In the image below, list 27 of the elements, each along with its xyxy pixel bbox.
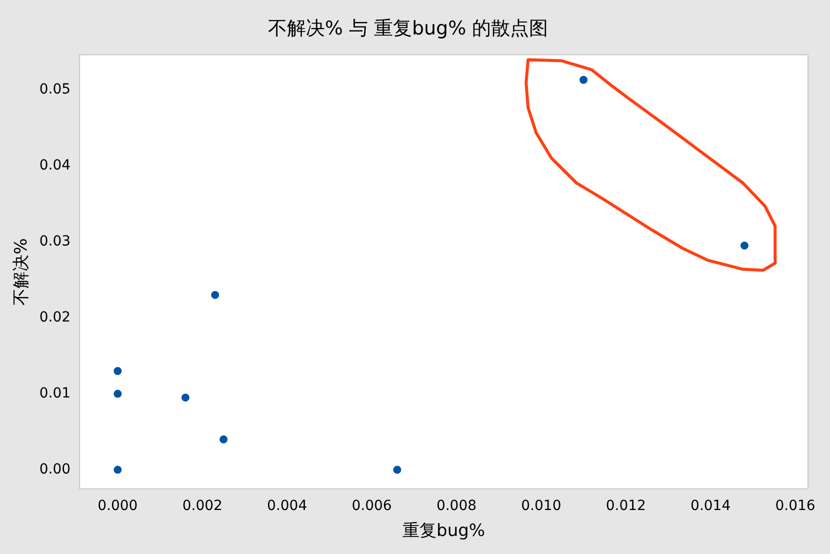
y-tick-label: 0.02	[39, 309, 71, 326]
y-tick-label: 0.00	[39, 461, 71, 478]
x-tick-label: 0.016	[775, 498, 816, 514]
point	[220, 435, 228, 444]
point	[740, 242, 748, 250]
y-tick-label: 0.05	[39, 81, 71, 98]
x-tick-label: 0.004	[267, 498, 308, 514]
chart-title: 不解决% 与 重复bug% 的散点图	[268, 17, 548, 40]
x-tick-label: 0.006	[352, 498, 392, 514]
x-tick-label: 0.010	[521, 498, 562, 514]
x-tick-label: 0.012	[606, 498, 646, 514]
y-tick-label: 0.03	[39, 233, 71, 250]
x-tick-label: 0.002	[182, 498, 222, 514]
point	[181, 394, 190, 402]
point	[114, 366, 122, 375]
y-tick-label: 0.04	[39, 157, 71, 174]
y-tick-label: 0.01	[39, 385, 71, 402]
y-axis-title: 不解决%	[12, 238, 32, 306]
point	[580, 76, 588, 84]
point	[211, 290, 220, 299]
x-tick-label: 0.000	[98, 498, 138, 514]
x-tick-label: 0.014	[690, 498, 731, 514]
point	[393, 466, 402, 474]
point	[114, 390, 122, 398]
x-tick-label: 0.008	[436, 498, 477, 514]
x-axis-title: 重复bug%	[402, 521, 486, 542]
point	[114, 466, 122, 474]
